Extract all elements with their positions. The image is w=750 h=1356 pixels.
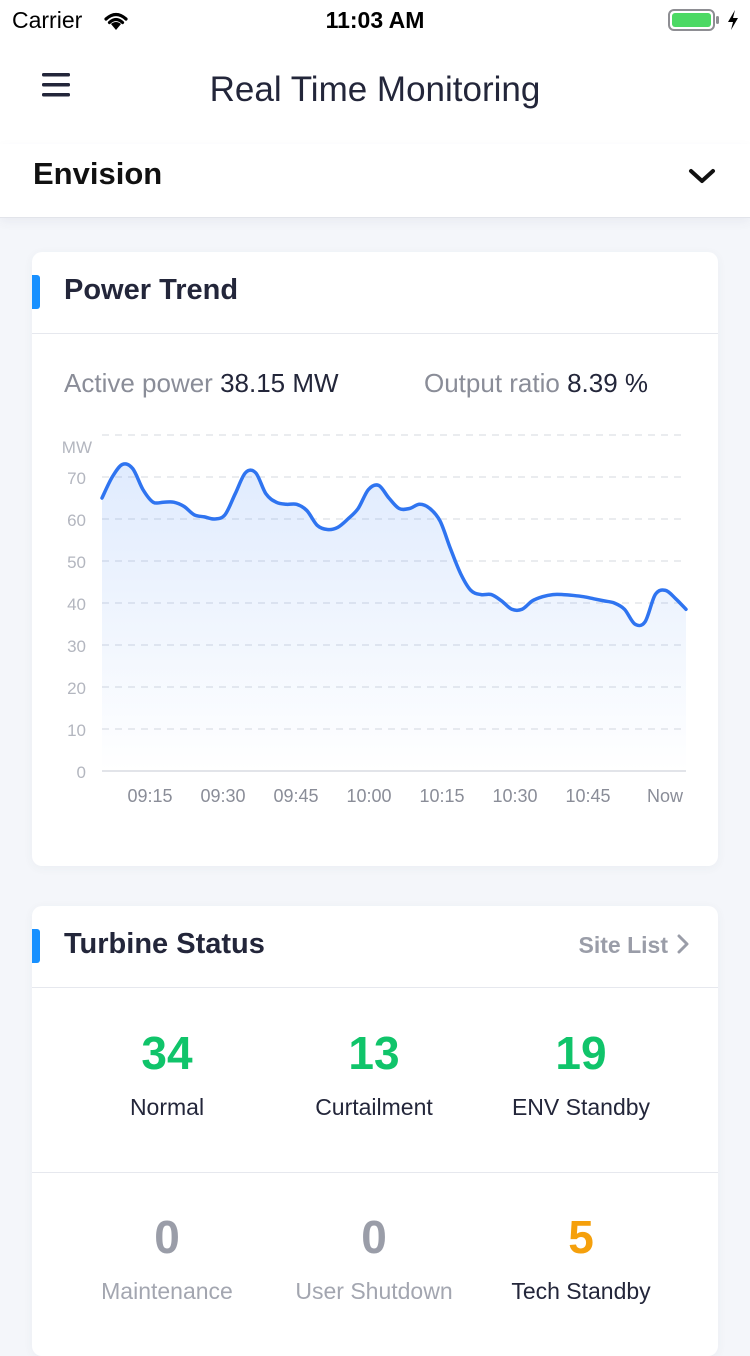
status-curtailment[interactable]: 13 Curtailment (264, 1026, 484, 1121)
y-tick-label: 20 (67, 679, 86, 698)
turbine-status-card: Turbine Status Site List 34 Normal 13 Cu… (32, 906, 718, 1356)
charging-bolt-icon (726, 8, 740, 32)
x-tick-label: 09:30 (200, 786, 245, 806)
x-tick-label: 10:30 (492, 786, 537, 806)
page-title: Real Time Monitoring (0, 70, 750, 110)
chevron-right-icon (676, 934, 690, 954)
output-ratio-metric: Output ratio 8.39 % (424, 368, 648, 399)
x-tick-label: Now (647, 786, 684, 806)
y-tick-label: 60 (67, 511, 86, 530)
status-label: Curtailment (264, 1094, 484, 1121)
y-tick-label: 10 (67, 721, 86, 740)
status-label: User Shutdown (264, 1278, 484, 1305)
status-label: Tech Standby (471, 1278, 691, 1305)
output-ratio-label: Output ratio (424, 368, 560, 398)
y-tick-label: 50 (67, 553, 86, 572)
site-list-label: Site List (579, 932, 668, 958)
y-tick-label: 0 (77, 763, 86, 782)
y-axis-unit: MW (62, 438, 92, 457)
active-power-label: Active power (64, 368, 213, 398)
status-bar: Carrier 11:03 AM (0, 0, 750, 40)
output-ratio-value: 8.39 % (567, 368, 648, 398)
power-trend-card: Power Trend Active power 38.15 MW Output… (32, 252, 718, 866)
site-name: Envision (33, 156, 162, 192)
y-tick-label: 40 (67, 595, 86, 614)
power-trend-header: Power Trend (32, 252, 718, 334)
site-selector[interactable]: Envision (0, 144, 750, 218)
status-value: 13 (264, 1026, 484, 1080)
status-value: 34 (57, 1026, 277, 1080)
status-tech-standby[interactable]: 5 Tech Standby (471, 1210, 691, 1305)
y-tick-label: 70 (67, 469, 86, 488)
x-tick-label: 09:45 (273, 786, 318, 806)
status-env-standby[interactable]: 19 ENV Standby (471, 1026, 691, 1121)
row-divider (32, 1172, 718, 1173)
x-tick-label: 10:45 (565, 786, 610, 806)
battery-icon (668, 8, 720, 32)
active-power-metric: Active power 38.15 MW (64, 368, 339, 399)
clock: 11:03 AM (0, 7, 750, 34)
x-tick-label: 09:15 (127, 786, 172, 806)
section-accent-bar (32, 275, 40, 309)
x-tick-label: 10:00 (346, 786, 391, 806)
status-user-shutdown[interactable]: 0 User Shutdown (264, 1210, 484, 1305)
y-tick-label: 30 (67, 637, 86, 656)
status-label: Maintenance (57, 1278, 277, 1305)
turbine-status-header: Turbine Status Site List (32, 906, 718, 988)
active-power-value: 38.15 MW (220, 368, 339, 398)
status-value: 5 (471, 1210, 691, 1264)
status-value: 0 (264, 1210, 484, 1264)
power-trend-title: Power Trend (64, 274, 238, 307)
status-value: 0 (57, 1210, 277, 1264)
status-label: Normal (57, 1094, 277, 1121)
status-normal[interactable]: 34 Normal (57, 1026, 277, 1121)
status-maintenance[interactable]: 0 Maintenance (57, 1210, 277, 1305)
site-list-link[interactable]: Site List (579, 932, 690, 959)
status-value: 19 (471, 1026, 691, 1080)
nav-bar: Real Time Monitoring (0, 40, 750, 144)
status-label: ENV Standby (471, 1094, 691, 1121)
power-trend-chart[interactable]: 70 60 50 40 30 20 10 0 MW 09:15 09:30 09:45 10:00 10:… (32, 422, 718, 822)
chevron-down-icon[interactable] (686, 164, 718, 188)
turbine-status-title: Turbine Status (64, 928, 265, 961)
x-tick-label: 10:15 (419, 786, 464, 806)
section-accent-bar (32, 929, 40, 963)
